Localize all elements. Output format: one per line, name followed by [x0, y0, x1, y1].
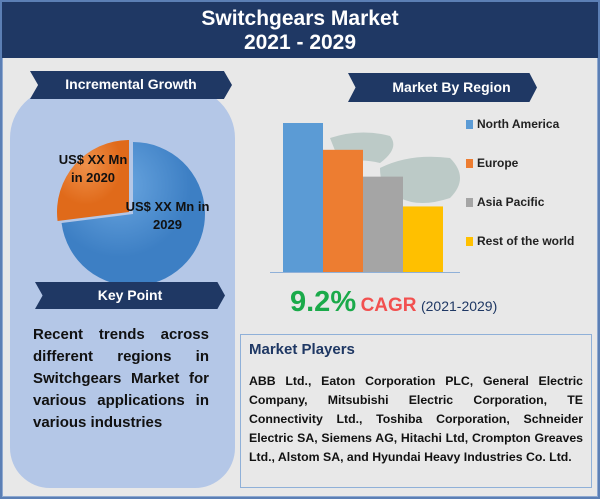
bar-north-america: [283, 123, 323, 272]
pie-label-2029: US$ XX Mn in 2029: [125, 199, 210, 232]
pie-label-2020: US$ XX Mn in 2020: [58, 152, 128, 185]
legend-rest-of-world: Rest of the world: [466, 234, 574, 248]
bar-chart: [270, 123, 460, 273]
legend-label: North America: [477, 117, 560, 131]
market-players-box: Market Players ABB Ltd., Eaton Corporati…: [240, 334, 592, 488]
market-by-region-ribbon: Market By Region: [348, 73, 537, 102]
legend-north-america: North America: [466, 117, 559, 131]
legend-swatch: [466, 197, 473, 207]
bar-europe: [323, 149, 363, 272]
legend-swatch: [466, 236, 473, 246]
legend-swatch: [466, 158, 473, 168]
header: Switchgears Market 2021 - 2029: [2, 2, 598, 58]
legend-label: Rest of the world: [477, 234, 575, 248]
key-point-ribbon: Key Point: [35, 282, 225, 309]
pie-slice-2029: [61, 142, 205, 286]
legend-asia-pacific: Asia Pacific: [466, 195, 544, 209]
cagr-label: CAGR: [360, 295, 417, 316]
pie-chart: [56, 140, 205, 286]
cagr-stat: 9.2% CAGR (2021-2029): [290, 286, 497, 319]
market-players-title: Market Players: [249, 341, 355, 358]
page-years: 2021 - 2029: [243, 31, 357, 54]
incremental-growth-ribbon: Incremental Growth: [30, 71, 232, 99]
legend-europe: Europe: [466, 156, 518, 170]
pie-slice-2020: [56, 140, 129, 222]
bar-asia-pacific: [363, 176, 403, 272]
market-players-list: ABB Ltd., Eaton Corporation PLC, General…: [249, 374, 583, 464]
cagr-period: (2021-2029): [420, 298, 498, 314]
legend-swatch: [466, 119, 473, 129]
key-point-text: Recent trends across different regions i…: [33, 326, 209, 431]
legend-label: Asia Pacific: [477, 195, 545, 209]
legend-label: Europe: [477, 156, 519, 170]
bar-rest-of-the-world: [403, 206, 443, 272]
page-title: Switchgears Market: [201, 7, 399, 30]
cagr-value: 9.2%: [290, 286, 357, 318]
